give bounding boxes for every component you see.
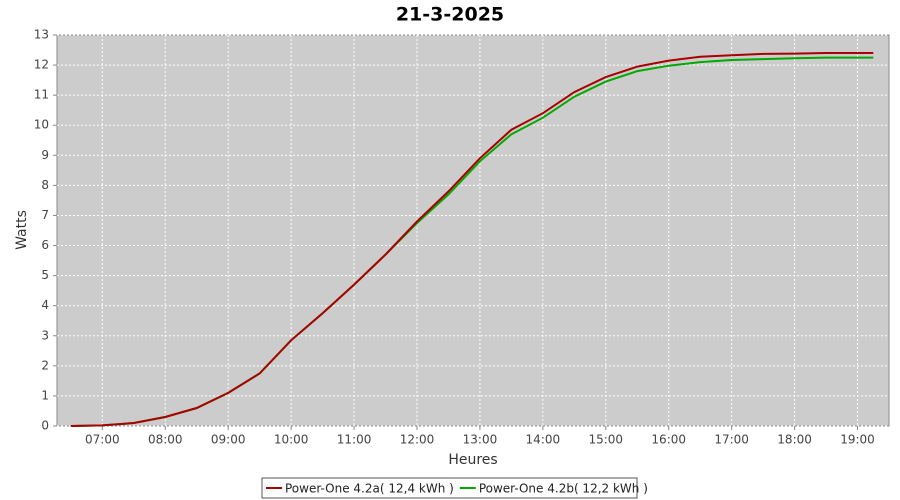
x-tick-label: 14:00: [526, 433, 561, 447]
y-tick-label: 12: [34, 58, 49, 72]
x-tick-label: 10:00: [274, 433, 309, 447]
y-tick-label: 13: [34, 28, 49, 42]
x-tick-label: 07:00: [85, 433, 120, 447]
y-tick-label: 8: [41, 178, 49, 192]
y-tick-label: 3: [41, 328, 49, 342]
x-tick-label: 13:00: [463, 433, 498, 447]
x-axis-label: Heures: [448, 452, 497, 468]
y-tick-label: 11: [34, 88, 49, 102]
y-tick-label: 1: [41, 388, 49, 402]
y-tick-label: 10: [34, 118, 49, 132]
chart-title: 21-3-2025: [396, 4, 504, 26]
y-tick-label: 7: [41, 208, 49, 222]
x-tick-label: 08:00: [148, 433, 183, 447]
plot-area: [56, 34, 890, 427]
x-tick-label: 18:00: [777, 433, 812, 447]
x-tick-label: 16:00: [651, 433, 686, 447]
legend-label: Power-One 4.2a( 12,4 kWh ): [285, 482, 454, 496]
x-tick-label: 15:00: [588, 433, 623, 447]
legend: [261, 477, 638, 499]
y-tick-label: 2: [41, 358, 49, 372]
series-line: [70, 52, 874, 427]
y-axis-label: Watts: [14, 210, 30, 250]
y-tick-label: 9: [41, 148, 49, 162]
y-tick-label: 0: [41, 419, 49, 433]
y-tick-label: 6: [41, 238, 49, 252]
legend-label: Power-One 4.2b( 12,2 kWh ): [479, 482, 648, 496]
y-tick-label: 5: [41, 268, 49, 282]
x-tick-label: 17:00: [714, 433, 749, 447]
x-tick-label: 09:00: [211, 433, 246, 447]
y-tick-label: 4: [41, 298, 49, 312]
x-tick-label: 12:00: [400, 433, 435, 447]
x-tick-label: 11:00: [337, 433, 372, 447]
x-tick-label: 19:00: [840, 433, 875, 447]
